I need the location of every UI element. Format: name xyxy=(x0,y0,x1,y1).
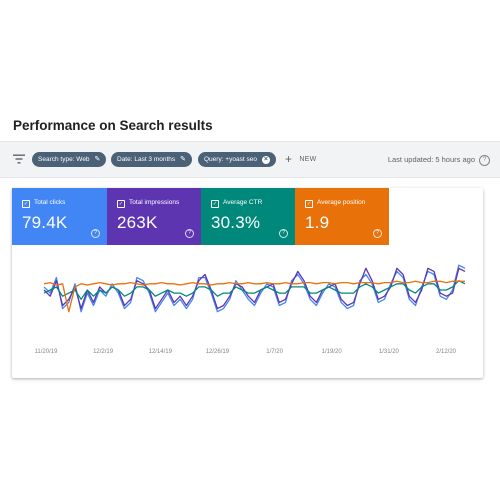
chart-lines xyxy=(43,264,466,313)
close-icon[interactable]: × xyxy=(261,155,270,164)
filter-chip-query[interactable]: Query: +yoast seo × xyxy=(198,152,276,167)
metric-total-impressions[interactable]: ✓ Total impressions 263K ? xyxy=(107,188,201,245)
help-icon[interactable]: ? xyxy=(185,229,194,238)
metric-label: ✓ Total impressions xyxy=(117,199,180,208)
x-tick-label: 1/31/20 xyxy=(379,349,400,355)
checkbox-icon[interactable]: ✓ xyxy=(305,200,313,208)
x-tick-label: 2/12/20 xyxy=(436,349,457,355)
x-tick-label: 1/19/20 xyxy=(322,349,343,355)
filter-chip-date[interactable]: Date: Last 3 months ✎ xyxy=(111,152,193,167)
x-tick-label: 12/2/19 xyxy=(93,349,114,355)
x-tick-label: 12/14/19 xyxy=(149,349,173,355)
metric-total-clicks[interactable]: ✓ Total clicks 79.4K ? xyxy=(12,188,107,245)
filter-chip-label: Search type: Web xyxy=(38,156,90,163)
checkbox-icon[interactable]: ✓ xyxy=(22,200,30,208)
filter-chip-label: Query: +yoast seo xyxy=(204,156,257,163)
metric-label: ✓ Average CTR xyxy=(211,199,263,208)
filter-chip-label: Date: Last 3 months xyxy=(117,156,176,163)
series-line-3 xyxy=(43,280,465,313)
help-icon[interactable]: ? xyxy=(479,154,490,166)
plus-icon: + xyxy=(285,152,293,166)
metric-label: ✓ Total clicks xyxy=(22,199,66,208)
help-icon[interactable]: ? xyxy=(279,229,288,238)
filter-chip-search-type[interactable]: Search type: Web ✎ xyxy=(32,152,107,167)
series-line-0 xyxy=(43,264,466,313)
chart-x-axis: 11/20/19 12/2/19 12/14/19 12/26/19 1/7/20 1/1… xyxy=(35,349,457,355)
metric-value: 79.4K xyxy=(22,213,68,232)
x-tick-label: 11/20/19 xyxy=(35,349,59,355)
x-tick-label: 12/26/19 xyxy=(206,349,230,355)
metric-average-position[interactable]: ✓ Average position 1.9 ? xyxy=(295,188,389,245)
x-tick-label: 1/7/20 xyxy=(266,349,283,355)
metric-value: 1.9 xyxy=(305,213,330,232)
last-updated: Last updated: 5 hours ago? xyxy=(388,152,490,167)
metric-value: 30.3% xyxy=(211,213,261,232)
new-filter-button[interactable]: + NEW xyxy=(285,152,317,167)
help-icon[interactable]: ? xyxy=(91,229,100,238)
performance-chart[interactable]: 11/20/19 12/2/19 12/14/19 12/26/19 1/7/20 1/1… xyxy=(12,245,483,378)
help-icon[interactable]: ? xyxy=(373,229,382,238)
last-updated-text: Last updated: 5 hours ago xyxy=(387,155,475,164)
performance-card: ✓ Total clicks 79.4K ? ✓ Total impressions… xyxy=(12,188,483,378)
series-line-2 xyxy=(43,280,466,300)
checkbox-icon[interactable]: ✓ xyxy=(117,200,125,208)
metric-average-ctr[interactable]: ✓ Average CTR 30.3% ? xyxy=(201,188,295,245)
checkbox-icon[interactable]: ✓ xyxy=(211,200,219,208)
pencil-icon[interactable]: ✎ xyxy=(180,156,187,163)
pencil-icon[interactable]: ✎ xyxy=(94,156,101,163)
page-title: Performance on Search results xyxy=(13,118,213,133)
filter-icon[interactable] xyxy=(12,153,26,165)
metric-label: ✓ Average position xyxy=(305,199,366,208)
metric-value: 263K xyxy=(117,213,158,232)
series-line-1 xyxy=(43,267,466,310)
filter-toolbar: Search type: Web ✎ Date: Last 3 months ✎ Q… xyxy=(0,141,500,178)
new-filter-label: NEW xyxy=(299,156,317,163)
